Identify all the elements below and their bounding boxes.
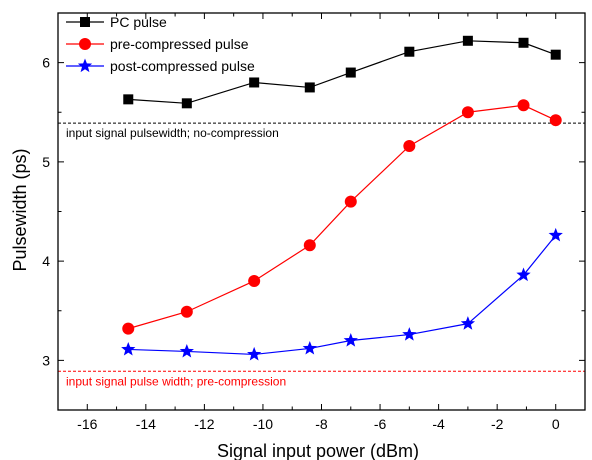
y-tick-label: 4 xyxy=(42,253,50,269)
data-point xyxy=(548,227,563,242)
x-tick-label: -10 xyxy=(253,416,273,432)
data-point xyxy=(403,139,416,152)
x-tick-label: -14 xyxy=(136,416,156,432)
data-point xyxy=(517,99,530,112)
data-point xyxy=(518,37,529,48)
legend-entry: PC pulse xyxy=(110,14,167,30)
x-tick-label: -4 xyxy=(432,416,445,432)
y-axis-ticks: 3 4 5 6 xyxy=(42,12,585,411)
data-point xyxy=(402,327,417,341)
series-line xyxy=(128,234,557,356)
data-point xyxy=(344,195,357,208)
legend-entry: pre-compressed pulse xyxy=(110,36,249,52)
data-point xyxy=(343,333,358,347)
y-axis-label: Pulsewidth (ps) xyxy=(10,148,30,271)
data-point xyxy=(249,77,260,88)
y-tick-label: 5 xyxy=(42,154,50,170)
data-point xyxy=(179,343,194,358)
series-lines xyxy=(128,40,557,356)
legend-marker xyxy=(80,17,90,27)
x-axis-ticks: -16 -14 -12 -10 -8 -6 -4 -2 0 xyxy=(57,13,586,432)
data-point xyxy=(404,46,415,57)
data-point xyxy=(121,341,136,356)
x-tick-label: 0 xyxy=(552,416,560,432)
legend: PC pulse pre-compressed pulse post-compres… xyxy=(66,14,255,74)
data-point xyxy=(462,35,473,46)
x-tick-label: -16 xyxy=(77,416,97,432)
reference-lines xyxy=(58,122,585,372)
data-point xyxy=(180,305,193,318)
series-markers xyxy=(121,35,563,361)
data-point xyxy=(549,114,562,127)
data-point xyxy=(181,98,192,109)
y-tick-label: 3 xyxy=(42,352,50,368)
y-tick-label: 6 xyxy=(42,55,50,71)
reference-line-label: input signal pulse width; pre-compressio… xyxy=(66,374,286,388)
legend-entry: post-compressed pulse xyxy=(110,58,255,74)
x-tick-label: -2 xyxy=(491,416,504,432)
data-point xyxy=(461,106,474,119)
legend-marker xyxy=(77,58,93,73)
data-point xyxy=(304,82,315,93)
data-point xyxy=(302,340,317,355)
data-point xyxy=(550,49,561,60)
x-tick-label: -8 xyxy=(315,416,328,432)
legend-marker xyxy=(79,38,91,50)
data-point xyxy=(516,267,531,282)
x-tick-label: -6 xyxy=(374,416,387,432)
x-tick-label: -12 xyxy=(194,416,214,432)
data-point xyxy=(123,94,134,105)
x-axis-label: Signal input power (dBm) xyxy=(217,441,419,460)
data-point xyxy=(303,239,316,252)
data-point xyxy=(248,274,261,287)
data-point xyxy=(460,316,476,330)
data-point xyxy=(122,322,135,335)
reference-line-label: input signal pulsewidth; no-compression xyxy=(66,126,279,140)
reference-labels: input signal pulsewidth; no-compression i… xyxy=(66,126,286,388)
data-point xyxy=(247,346,262,361)
data-point xyxy=(345,67,356,78)
